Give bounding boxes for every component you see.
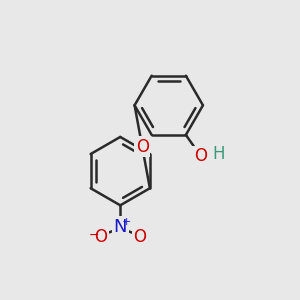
Text: O: O: [194, 147, 207, 165]
Text: N: N: [113, 218, 127, 236]
Text: +: +: [121, 217, 131, 227]
Text: O: O: [94, 227, 107, 245]
Text: O: O: [136, 138, 149, 156]
Text: H: H: [212, 145, 225, 163]
Text: −: −: [88, 229, 99, 242]
Text: O: O: [134, 227, 146, 245]
